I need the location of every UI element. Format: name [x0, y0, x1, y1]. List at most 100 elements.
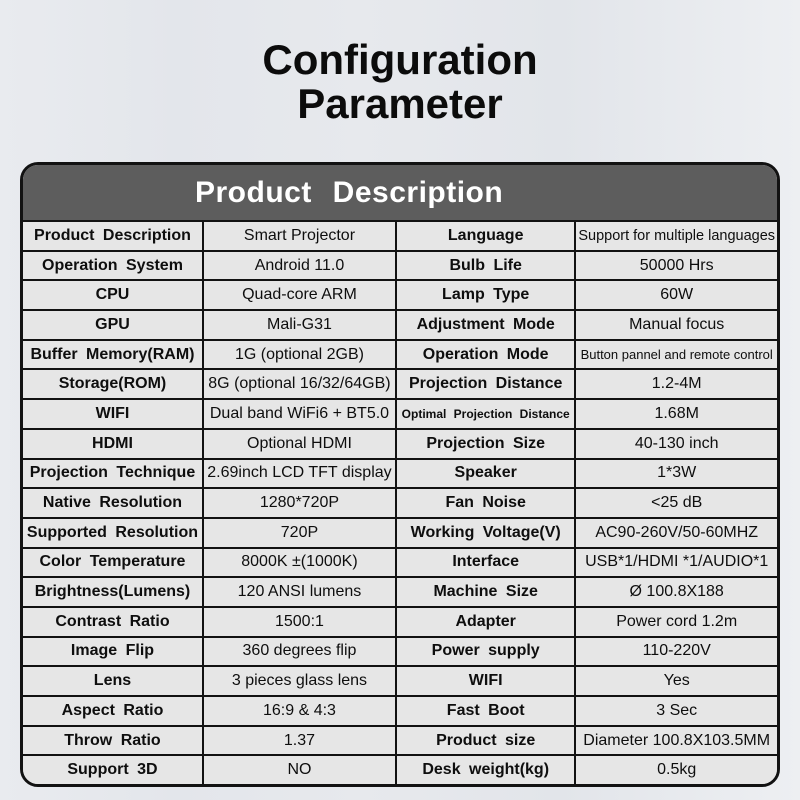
spec-label-cell-left: Lens [23, 667, 204, 695]
spec-label-cell-right: Lamp Type [396, 281, 577, 310]
spec-value-cell-right: 60W [576, 281, 777, 310]
table-row: Contrast Ratio 1500:1 Adapter Power cord… [23, 605, 777, 636]
spec-value-left: 8G (optional 16/32/64GB) [208, 375, 391, 393]
spec-table: Product Description Product Description … [20, 162, 780, 787]
spec-label-right: Optimal Projection Distance [401, 406, 570, 421]
spec-label-right: Power supply [431, 642, 540, 660]
table-row: Support 3D NO Desk weight(kg) 0.5kg [23, 754, 777, 784]
spec-label-right: Desk weight(kg) [422, 761, 550, 779]
spec-value-cell-left: Android 11.0 [203, 251, 397, 280]
spec-value-right: 40-130 inch [634, 434, 719, 452]
spec-value-left: 3 pieces glass lens [231, 672, 368, 690]
spec-label-left: Buffer Memory(RAM) [30, 345, 195, 363]
spec-label-cell-right: Language [396, 222, 577, 250]
spec-value-cell-right: AC90-260V/50-60MHZ [576, 518, 777, 547]
spec-value-cell-left: 2.69inch LCD TFT display [203, 459, 397, 488]
spec-value-right: Support for multiple languages [578, 227, 776, 244]
spec-label-cell-left: Throw Ratio [23, 726, 204, 755]
spec-value-cell-left: 8000K ±(1000K) [203, 548, 397, 577]
spec-value-left: Android 11.0 [254, 256, 345, 274]
spec-label-right: Projection Size [426, 434, 546, 452]
spec-label-right: Adapter [455, 612, 516, 630]
spec-value-right: Ø 100.8X188 [629, 583, 724, 601]
table-row: Storage(ROM) 8G (optional 16/32/64GB) Pr… [23, 368, 777, 399]
spec-value-left: 1500:1 [274, 612, 324, 630]
spec-value-cell-right: 1.68M [576, 400, 777, 428]
spec-value-cell-left: 1500:1 [203, 607, 397, 636]
spec-label-cell-left: Supported Resolution [23, 518, 204, 547]
spec-value-cell-right: Ø 100.8X188 [576, 578, 777, 606]
spec-label-cell-left: Aspect Ratio [23, 697, 204, 725]
table-row: Operation System Android 11.0 Bulb Life … [23, 249, 777, 280]
spec-label-right: Interface [452, 553, 520, 571]
spec-value-right: 1.2-4M [651, 375, 702, 393]
spec-value-left: Quad-core ARM [242, 286, 357, 304]
spec-value-cell-left: 1280*720P [203, 489, 397, 517]
spec-value-cell-left: 3 pieces glass lens [203, 667, 397, 695]
spec-value-cell-right: Support for multiple languages [576, 222, 777, 250]
spec-value-cell-right: Power cord 1.2m [576, 607, 777, 636]
spec-label-left: Storage(ROM) [58, 375, 167, 393]
page-title: Configuration Parameter [0, 38, 800, 126]
spec-label-cell-left: Support 3D [23, 756, 204, 784]
spec-label-right: Fast Boot [446, 701, 525, 719]
spec-label-left: Projection Technique [29, 464, 196, 482]
spec-label-left: GPU [95, 315, 130, 333]
spec-value-cell-right: Yes [576, 667, 777, 695]
table-row: WIFI Dual band WiFi6 + BT5.0 Optimal Pro… [23, 398, 777, 428]
spec-value-right: Manual focus [629, 315, 725, 333]
spec-value-cell-left: 8G (optional 16/32/64GB) [203, 370, 397, 399]
spec-label-cell-right: Bulb Life [396, 251, 577, 280]
spec-label-right: Bulb Life [449, 256, 522, 274]
spec-label-cell-right: Machine Size [396, 578, 577, 606]
spec-value-right: Power cord 1.2m [616, 612, 738, 630]
spec-label-cell-left: Native Resolution [23, 489, 204, 517]
spec-value-cell-left: Dual band WiFi6 + BT5.0 [203, 400, 397, 428]
spec-label-cell-left: Color Temperature [23, 548, 204, 577]
spec-value-cell-right: Diameter 100.8X103.5MM [576, 726, 777, 755]
spec-value-cell-right: USB*1/HDMI *1/AUDIO*1 [576, 548, 777, 577]
spec-label-right: Product size [436, 731, 536, 749]
spec-label-cell-left: CPU [23, 281, 204, 310]
spec-value-left: Mali-G31 [267, 315, 332, 333]
spec-value-cell-left: 360 degrees flip [203, 637, 397, 666]
spec-label-left: Support 3D [67, 761, 158, 779]
spec-value-right: AC90-260V/50-60MHZ [595, 523, 759, 541]
spec-value-left: Dual band WiFi6 + BT5.0 [209, 404, 390, 422]
spec-label-cell-left: HDMI [23, 429, 204, 458]
spec-label-right: Working Voltage(V) [410, 523, 561, 541]
spec-value-left: 1280*720P [259, 494, 340, 512]
spec-label-cell-right: Projection Distance [396, 370, 577, 399]
spec-value-cell-right: 0.5kg [576, 756, 777, 784]
spec-value-right: Button pannel and remote control [580, 347, 773, 363]
spec-label-left: Aspect Ratio [61, 701, 164, 719]
spec-label-left: Contrast Ratio [55, 612, 170, 630]
spec-label-cell-right: Operation Mode [396, 340, 577, 369]
spec-label-cell-left: Operation System [23, 251, 204, 280]
spec-label-left: Brightness(Lumens) [34, 583, 191, 601]
spec-label-right: Operation Mode [422, 345, 549, 363]
spec-label-cell-left: Projection Technique [23, 459, 204, 488]
spec-label-left: Image Flip [70, 642, 155, 660]
spec-label-cell-right: Fan Noise [396, 489, 577, 517]
spec-label-cell-right: WIFI [396, 667, 577, 695]
spec-label-cell-left: Product Description [23, 222, 204, 250]
spec-label-left: Operation System [42, 256, 183, 274]
spec-value-cell-right: 110-220V [576, 637, 777, 666]
spec-label-right: Fan Noise [445, 494, 526, 512]
spec-value-left: 1.37 [283, 731, 316, 749]
spec-value-left: 120 ANSI lumens [237, 583, 362, 601]
spec-label-right: Lamp Type [442, 286, 530, 304]
spec-label-cell-left: GPU [23, 311, 204, 339]
spec-label-cell-right: Desk weight(kg) [396, 756, 577, 784]
spec-label-right: Language [447, 226, 524, 244]
spec-label-left: Lens [93, 672, 132, 690]
spec-value-left: 720P [280, 523, 319, 541]
spec-value-left: Optional HDMI [247, 434, 352, 452]
spec-label-cell-right: Optimal Projection Distance [396, 400, 577, 428]
spec-label-cell-right: Working Voltage(V) [396, 518, 577, 547]
spec-value-left: NO [287, 761, 312, 779]
spec-value-cell-right: 3 Sec [576, 697, 777, 725]
table-row: Buffer Memory(RAM) 1G (optional 2GB) Ope… [23, 338, 777, 369]
